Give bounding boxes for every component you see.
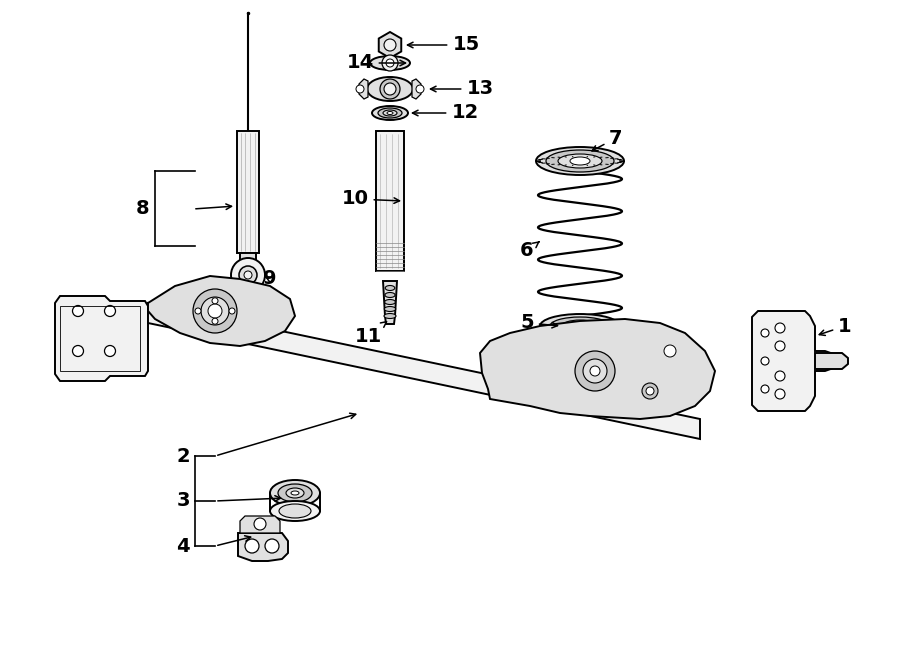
- Circle shape: [382, 55, 398, 71]
- Polygon shape: [359, 79, 368, 99]
- Circle shape: [208, 304, 222, 318]
- Circle shape: [229, 308, 235, 314]
- Circle shape: [212, 318, 218, 324]
- Circle shape: [775, 371, 785, 381]
- Circle shape: [761, 329, 769, 337]
- Ellipse shape: [270, 501, 320, 521]
- Text: 3: 3: [176, 492, 190, 510]
- Bar: [60, 306, 140, 371]
- Ellipse shape: [370, 56, 410, 70]
- Ellipse shape: [570, 157, 590, 165]
- Polygon shape: [148, 303, 700, 439]
- Ellipse shape: [572, 323, 588, 329]
- Circle shape: [193, 289, 237, 333]
- Circle shape: [244, 271, 252, 279]
- Ellipse shape: [558, 154, 602, 168]
- Ellipse shape: [540, 314, 620, 338]
- Circle shape: [590, 366, 600, 376]
- Circle shape: [195, 308, 201, 314]
- Polygon shape: [238, 533, 288, 561]
- Circle shape: [646, 387, 654, 395]
- Circle shape: [761, 357, 769, 365]
- Ellipse shape: [378, 108, 402, 118]
- Circle shape: [384, 39, 396, 51]
- Polygon shape: [480, 319, 715, 419]
- Ellipse shape: [387, 112, 393, 114]
- Text: 11: 11: [355, 322, 387, 346]
- Ellipse shape: [372, 106, 408, 120]
- Polygon shape: [752, 311, 842, 411]
- Circle shape: [775, 341, 785, 351]
- Circle shape: [575, 351, 615, 391]
- Text: 10: 10: [341, 190, 400, 208]
- Polygon shape: [240, 516, 280, 533]
- Text: 12: 12: [412, 104, 479, 122]
- Polygon shape: [379, 32, 401, 58]
- Ellipse shape: [385, 293, 395, 297]
- Polygon shape: [412, 79, 421, 99]
- Circle shape: [231, 258, 265, 292]
- Bar: [240, 253, 256, 263]
- Ellipse shape: [270, 480, 320, 506]
- Circle shape: [201, 297, 229, 325]
- Text: 9: 9: [263, 270, 277, 288]
- Ellipse shape: [562, 320, 598, 332]
- Bar: [237, 131, 259, 253]
- Ellipse shape: [367, 77, 413, 101]
- Ellipse shape: [383, 110, 397, 116]
- Ellipse shape: [384, 313, 396, 319]
- Circle shape: [416, 85, 424, 93]
- Text: 13: 13: [430, 79, 493, 98]
- Ellipse shape: [279, 504, 311, 518]
- Ellipse shape: [550, 317, 610, 335]
- Bar: [376, 131, 404, 271]
- Text: 15: 15: [408, 36, 480, 54]
- Ellipse shape: [385, 286, 395, 290]
- Circle shape: [104, 346, 115, 356]
- Circle shape: [664, 345, 676, 357]
- Ellipse shape: [291, 491, 299, 495]
- Text: 2: 2: [176, 446, 190, 465]
- Polygon shape: [55, 296, 148, 381]
- Text: 5: 5: [520, 313, 557, 332]
- Ellipse shape: [384, 307, 396, 311]
- Circle shape: [245, 539, 259, 553]
- Ellipse shape: [384, 299, 395, 305]
- Circle shape: [73, 346, 84, 356]
- Polygon shape: [148, 276, 295, 346]
- Ellipse shape: [278, 484, 312, 502]
- Circle shape: [104, 305, 115, 317]
- Ellipse shape: [536, 147, 624, 175]
- Circle shape: [239, 266, 257, 284]
- Circle shape: [583, 359, 607, 383]
- Circle shape: [212, 298, 218, 304]
- Circle shape: [386, 59, 394, 67]
- Text: 8: 8: [136, 200, 149, 219]
- Text: 6: 6: [520, 241, 539, 260]
- Circle shape: [254, 518, 266, 530]
- Circle shape: [761, 385, 769, 393]
- Text: 14: 14: [346, 54, 406, 73]
- Circle shape: [775, 389, 785, 399]
- Text: 1: 1: [819, 317, 851, 336]
- Circle shape: [775, 323, 785, 333]
- Circle shape: [265, 539, 279, 553]
- Polygon shape: [815, 353, 848, 369]
- Circle shape: [642, 383, 658, 399]
- Text: 4: 4: [176, 537, 190, 555]
- Text: 7: 7: [592, 128, 623, 151]
- Ellipse shape: [286, 488, 304, 498]
- Circle shape: [73, 305, 84, 317]
- Circle shape: [380, 79, 400, 99]
- Circle shape: [384, 83, 396, 95]
- Polygon shape: [383, 281, 397, 324]
- Circle shape: [356, 85, 364, 93]
- Ellipse shape: [546, 150, 614, 172]
